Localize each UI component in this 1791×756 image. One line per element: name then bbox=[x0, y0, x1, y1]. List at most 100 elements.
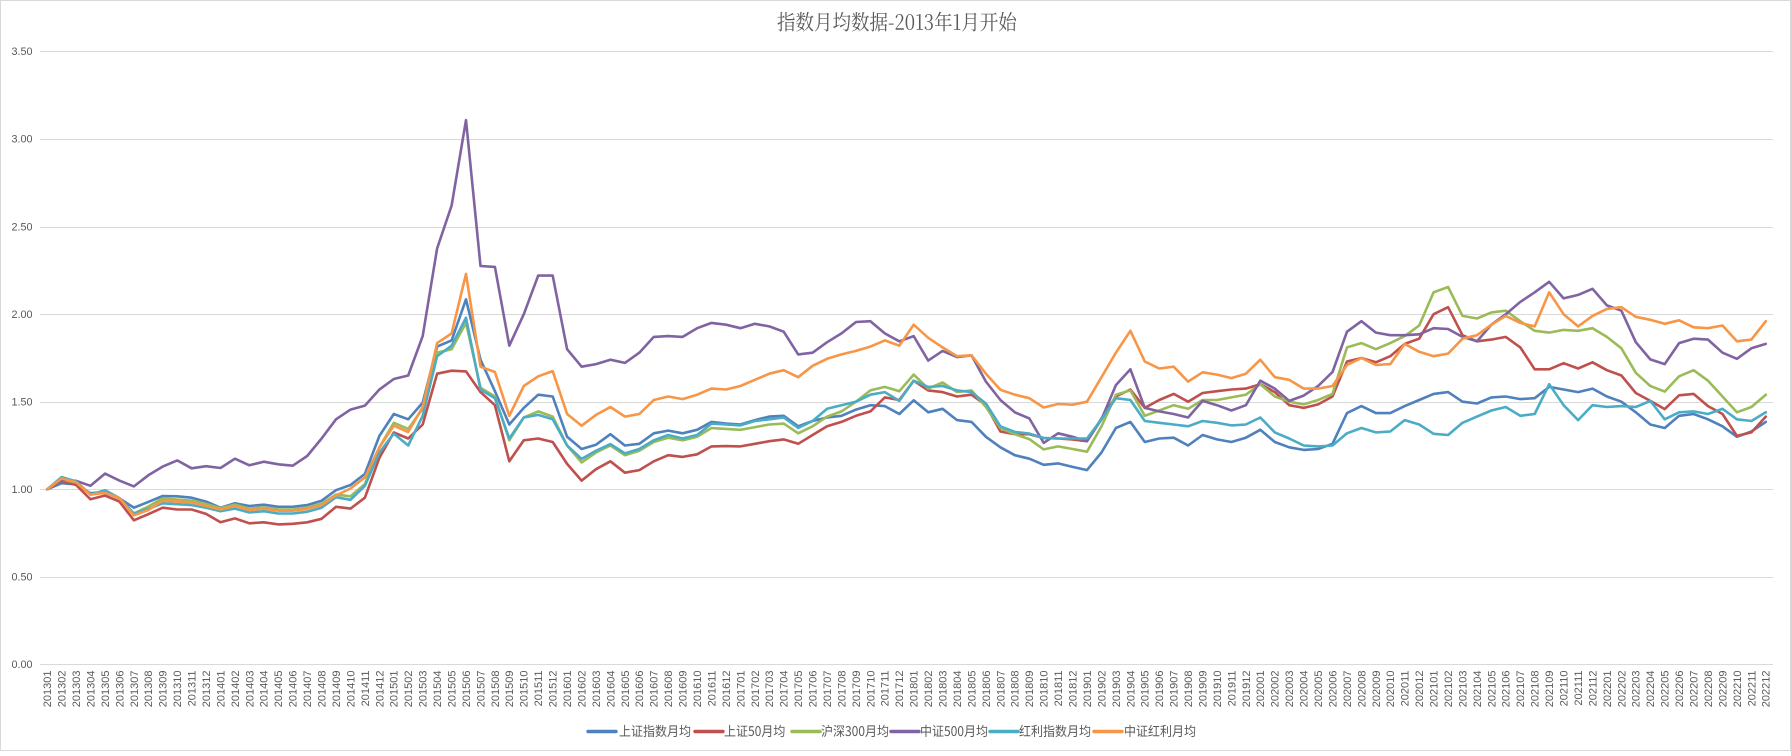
svg-text:201712: 201712 bbox=[894, 671, 906, 708]
svg-text:3.00: 3.00 bbox=[11, 134, 32, 146]
svg-text:201601: 201601 bbox=[562, 671, 574, 708]
svg-text:201902: 201902 bbox=[1096, 671, 1108, 708]
svg-text:201401: 201401 bbox=[215, 671, 227, 708]
svg-text:202203: 202203 bbox=[1631, 671, 1643, 708]
svg-text:201805: 201805 bbox=[966, 671, 978, 708]
svg-text:201709: 201709 bbox=[851, 671, 863, 708]
svg-text:202101: 202101 bbox=[1429, 671, 1441, 708]
svg-text:201801: 201801 bbox=[909, 671, 921, 708]
svg-text:201707: 201707 bbox=[822, 671, 834, 708]
svg-text:201312: 201312 bbox=[201, 671, 213, 708]
svg-text:201811: 201811 bbox=[1053, 671, 1065, 707]
svg-text:201703: 201703 bbox=[764, 671, 776, 708]
svg-text:202110: 202110 bbox=[1559, 671, 1571, 707]
svg-text:201603: 201603 bbox=[591, 671, 603, 708]
svg-text:202202: 202202 bbox=[1616, 671, 1628, 708]
svg-text:202007: 202007 bbox=[1342, 671, 1354, 708]
svg-text:202204: 202204 bbox=[1645, 671, 1657, 708]
svg-text:201808: 201808 bbox=[1010, 671, 1022, 708]
svg-text:0.00: 0.00 bbox=[11, 659, 32, 671]
svg-text:201810: 201810 bbox=[1039, 671, 1051, 708]
svg-text:201305: 201305 bbox=[100, 671, 112, 708]
svg-text:202009: 202009 bbox=[1371, 671, 1383, 708]
svg-text:201302: 201302 bbox=[57, 671, 69, 708]
svg-text:201602: 201602 bbox=[577, 671, 589, 708]
svg-text:201910: 201910 bbox=[1212, 671, 1224, 708]
svg-text:201701: 201701 bbox=[735, 671, 747, 708]
svg-text:202112: 202112 bbox=[1587, 671, 1599, 707]
svg-text:201705: 201705 bbox=[793, 671, 805, 708]
svg-text:201403: 201403 bbox=[244, 671, 256, 708]
svg-text:201809: 201809 bbox=[1024, 671, 1036, 708]
svg-text:202210: 202210 bbox=[1732, 671, 1744, 708]
svg-text:201506: 201506 bbox=[461, 671, 473, 708]
svg-text:202012: 202012 bbox=[1414, 671, 1426, 708]
svg-text:201708: 201708 bbox=[836, 671, 848, 708]
svg-text:201310: 201310 bbox=[172, 671, 184, 708]
svg-text:202011: 202011 bbox=[1400, 671, 1412, 707]
svg-text:0.50: 0.50 bbox=[11, 572, 32, 584]
svg-text:3.50: 3.50 bbox=[11, 46, 32, 58]
svg-text:201409: 201409 bbox=[331, 671, 343, 708]
svg-text:201404: 201404 bbox=[259, 671, 271, 708]
svg-text:201508: 201508 bbox=[490, 671, 502, 708]
svg-text:201309: 201309 bbox=[158, 671, 170, 708]
svg-text:202008: 202008 bbox=[1356, 671, 1368, 708]
svg-text:202211: 202211 bbox=[1746, 671, 1758, 707]
svg-text:201306: 201306 bbox=[114, 671, 126, 708]
svg-text:201807: 201807 bbox=[995, 671, 1007, 708]
svg-text:201610: 201610 bbox=[692, 671, 704, 708]
svg-text:202108: 202108 bbox=[1530, 671, 1542, 708]
svg-text:202107: 202107 bbox=[1515, 671, 1527, 708]
svg-text:201407: 201407 bbox=[302, 671, 314, 708]
svg-text:201303: 201303 bbox=[71, 671, 83, 708]
svg-text:201907: 201907 bbox=[1169, 671, 1181, 708]
svg-text:202005: 202005 bbox=[1313, 671, 1325, 708]
svg-text:201510: 201510 bbox=[519, 671, 531, 708]
svg-text:2.00: 2.00 bbox=[11, 309, 32, 321]
svg-text:202006: 202006 bbox=[1327, 671, 1339, 708]
svg-text:201704: 201704 bbox=[779, 671, 791, 708]
svg-text:201502: 201502 bbox=[403, 671, 415, 708]
svg-text:201507: 201507 bbox=[475, 671, 487, 708]
svg-text:201412: 201412 bbox=[374, 671, 386, 708]
svg-text:201503: 201503 bbox=[418, 671, 430, 708]
svg-text:202109: 202109 bbox=[1544, 671, 1556, 708]
svg-text:202111: 202111 bbox=[1573, 671, 1585, 706]
svg-text:201605: 201605 bbox=[620, 671, 632, 708]
svg-text:201408: 201408 bbox=[317, 671, 329, 708]
svg-text:202212: 202212 bbox=[1761, 671, 1773, 708]
svg-text:202105: 202105 bbox=[1486, 671, 1498, 708]
svg-text:201304: 201304 bbox=[85, 671, 97, 708]
svg-text:202206: 202206 bbox=[1674, 671, 1686, 708]
svg-text:1.00: 1.00 bbox=[11, 484, 32, 496]
svg-text:202102: 202102 bbox=[1443, 671, 1455, 708]
svg-text:201301: 201301 bbox=[42, 671, 54, 708]
svg-text:201711: 201711 bbox=[880, 671, 892, 707]
svg-text:202209: 202209 bbox=[1717, 671, 1729, 708]
svg-text:201909: 201909 bbox=[1198, 671, 1210, 708]
svg-text:201802: 201802 bbox=[923, 671, 935, 708]
svg-text:202001: 202001 bbox=[1255, 671, 1267, 708]
svg-text:201512: 201512 bbox=[548, 671, 560, 708]
svg-text:202004: 202004 bbox=[1299, 671, 1311, 708]
svg-text:201906: 201906 bbox=[1154, 671, 1166, 708]
svg-text:201411: 201411 bbox=[360, 671, 372, 707]
svg-text:202002: 202002 bbox=[1270, 671, 1282, 708]
svg-text:201501: 201501 bbox=[389, 671, 401, 708]
svg-text:201911: 201911 bbox=[1226, 671, 1238, 707]
svg-text:201806: 201806 bbox=[981, 671, 993, 708]
svg-text:201410: 201410 bbox=[345, 671, 357, 708]
svg-text:201710: 201710 bbox=[865, 671, 877, 708]
svg-text:201606: 201606 bbox=[634, 671, 646, 708]
svg-text:201803: 201803 bbox=[938, 671, 950, 708]
svg-text:202205: 202205 bbox=[1660, 671, 1672, 708]
svg-text:201402: 201402 bbox=[230, 671, 242, 708]
svg-text:202003: 202003 bbox=[1284, 671, 1296, 708]
svg-text:201511: 201511 bbox=[533, 671, 545, 707]
svg-text:201706: 201706 bbox=[808, 671, 820, 708]
svg-text:201509: 201509 bbox=[504, 671, 516, 708]
svg-text:202201: 202201 bbox=[1602, 671, 1614, 708]
svg-text:201903: 201903 bbox=[1111, 671, 1123, 708]
svg-text:201406: 201406 bbox=[288, 671, 300, 708]
